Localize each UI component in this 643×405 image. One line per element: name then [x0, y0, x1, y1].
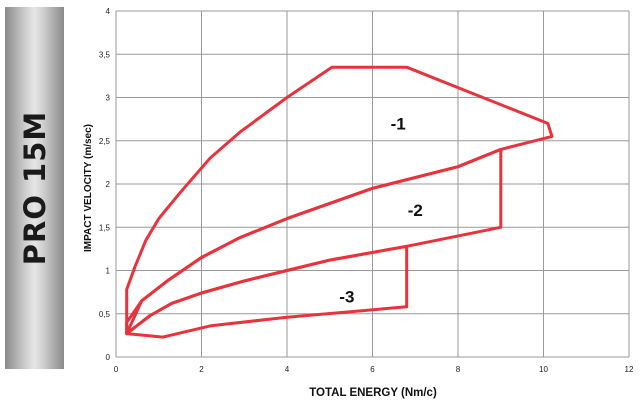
y-tick-label: 2,5 — [99, 137, 111, 146]
y-tick-label: 0,5 — [99, 310, 111, 319]
y-tick-label: 3 — [106, 94, 111, 103]
model-sidebar: PRO 15M — [5, 7, 64, 369]
region-labels: -1 -2 -3 — [339, 114, 423, 306]
y-tick-label: 0 — [106, 353, 111, 362]
x-tick-labels: 0 2 4 6 8 10 12 — [114, 365, 634, 374]
y-tick-label: 1,5 — [99, 223, 111, 232]
series-layer — [125, 65, 554, 339]
y-tick-label: 1 — [106, 267, 111, 276]
y-tick-label: 3,5 — [99, 50, 111, 59]
y-tick-labels: 0 0,5 1 1,5 2 2,5 3 3,5 4 — [99, 7, 111, 362]
y-tick-label: 2 — [106, 180, 111, 189]
y-tick-label: 4 — [106, 7, 111, 16]
series-line-2 — [125, 147, 503, 336]
x-tick-label: 8 — [456, 365, 461, 374]
y-axis-title: IMPACT VELOCITY (m/sec) — [83, 124, 94, 252]
series-line-3 — [125, 244, 409, 339]
x-tick-label: 10 — [539, 365, 548, 374]
x-axis-title: TOTAL ENERGY (Nm/c) — [309, 387, 437, 399]
series-label-2: -2 — [408, 201, 423, 220]
x-tick-label: 4 — [285, 365, 290, 374]
x-tick-label: 6 — [370, 365, 375, 374]
x-tick-label: 12 — [625, 365, 634, 374]
x-tick-label: 2 — [199, 365, 204, 374]
series-label-3: -3 — [339, 287, 354, 306]
grid — [115, 10, 630, 358]
series-label-1: -1 — [391, 114, 406, 133]
x-tick-label: 0 — [114, 365, 119, 374]
